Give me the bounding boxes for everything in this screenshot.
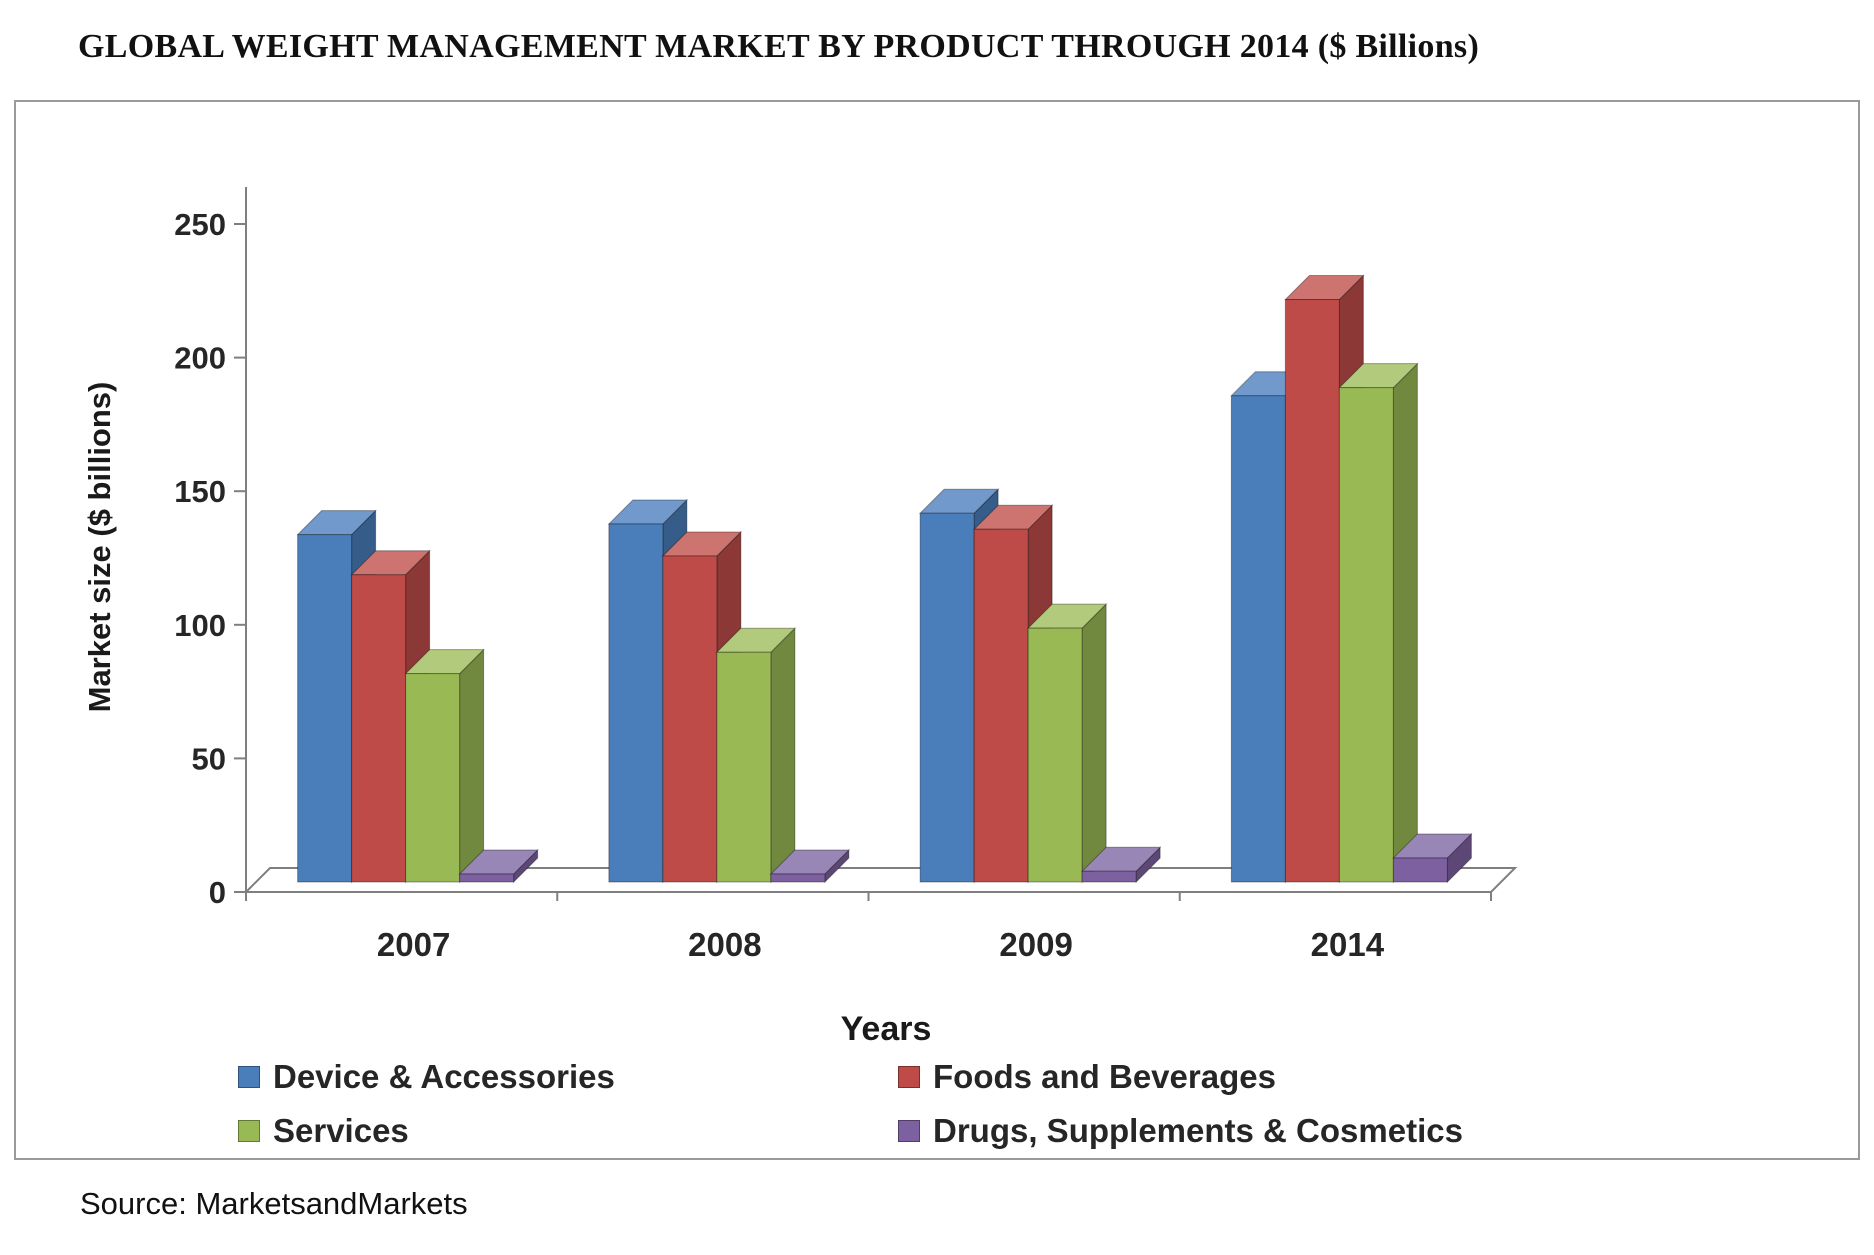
chart-frame: 0 50 100 150 200 250 2007 2008 2009 2014 Market s… <box>14 100 1860 1160</box>
x-tick-label: 2009 <box>999 926 1072 963</box>
bar-2014-drugs-supplements-cosmetics <box>1392 832 1473 884</box>
plot-floor <box>243 867 1518 893</box>
bar-2008-services <box>715 627 797 884</box>
x-tick-label: 2014 <box>1311 926 1385 963</box>
bar-front-face <box>1230 395 1286 883</box>
bar-front-face <box>770 873 826 883</box>
y-tick-label: 0 <box>209 875 226 910</box>
bar-front-face <box>1027 627 1083 883</box>
bar-front-face <box>716 651 772 883</box>
bar-side-face <box>1392 362 1418 884</box>
legend-swatch-foods-and-beverages <box>898 1066 920 1088</box>
bar-front-face <box>1081 870 1137 883</box>
y-tick-label: 200 <box>174 341 226 376</box>
legend-item-drugs-supplements-cosmetics: Drugs, Supplements & Cosmetics <box>898 1112 1678 1150</box>
bar-2007-drugs-supplements-cosmetics <box>458 848 539 884</box>
plot-area: 0 50 100 150 200 250 2007 2008 2009 2014 <box>174 187 1518 963</box>
y-tick-label: 50 <box>192 741 226 776</box>
bar-2008-drugs-supplements-cosmetics <box>769 848 851 884</box>
bar-2009-drugs-supplements-cosmetics <box>1080 846 1162 884</box>
y-tick-label: 150 <box>174 474 226 509</box>
x-tick-label: 2007 <box>377 926 450 963</box>
bar-2014-services <box>1338 362 1419 884</box>
chart-title: GLOBAL WEIGHT MANAGEMENT MARKET BY PRODU… <box>78 28 1480 65</box>
legend-item-device-accessories: Device & Accessories <box>238 1058 898 1096</box>
bar-front-face <box>662 555 718 883</box>
legend-item-foods-and-beverages: Foods and Beverages <box>898 1058 1678 1096</box>
bar-front-face <box>608 523 664 883</box>
legend-label: Device & Accessories <box>273 1058 615 1095</box>
legend: Device & Accessories Foods and Beverages… <box>238 1058 1678 1150</box>
legend-item-services: Services <box>238 1112 898 1150</box>
bar-side-face <box>459 648 485 884</box>
bar-front-face <box>1338 387 1394 883</box>
legend-label: Drugs, Supplements & Cosmetics <box>933 1112 1463 1149</box>
legend-swatch-services <box>238 1120 260 1142</box>
legend-label: Services <box>273 1112 409 1149</box>
bar-2007-services <box>404 648 485 884</box>
source-text: Source: MarketsandMarkets <box>80 1186 468 1221</box>
bar-front-face <box>973 528 1029 883</box>
bar-front-face <box>297 534 353 883</box>
bar-front-face <box>405 673 461 883</box>
legend-label: Foods and Beverages <box>933 1058 1276 1095</box>
legend-swatch-drugs-supplements-cosmetics <box>898 1120 920 1142</box>
bar-2009-services <box>1026 602 1108 884</box>
bar-front-face <box>1284 299 1340 883</box>
y-tick-label: 100 <box>174 608 226 643</box>
y-axis-title: Market size ($ billions) <box>82 381 117 713</box>
bar-front-face <box>919 512 975 883</box>
bar-front-face <box>1392 857 1448 883</box>
legend-swatch-device-accessories <box>238 1066 260 1088</box>
bar-front-face <box>459 873 515 883</box>
bar-front-face <box>351 574 407 883</box>
x-tick-label: 2008 <box>688 926 761 963</box>
bar-side-face <box>1081 602 1107 884</box>
bar-side-face <box>770 627 796 884</box>
x-axis-title: Years <box>840 1010 932 1048</box>
y-tick-label: 250 <box>174 207 226 242</box>
